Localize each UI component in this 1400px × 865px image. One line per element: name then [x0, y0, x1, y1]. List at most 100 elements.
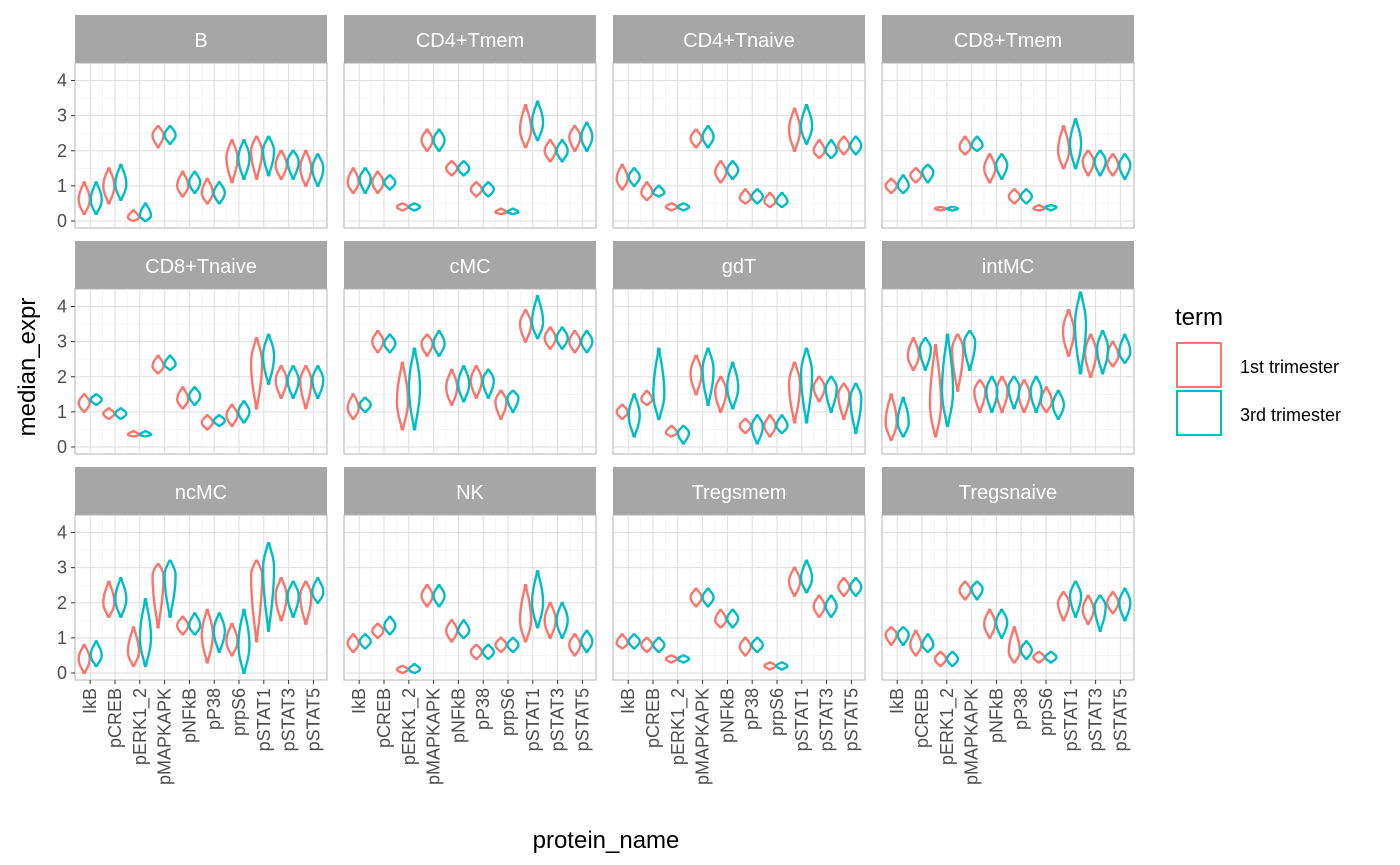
- violin-3rd-prps6: [237, 400, 251, 424]
- facet-strip: [344, 467, 596, 515]
- violin-1st-ikb: [346, 393, 360, 421]
- violin-3rd-prps6: [1044, 650, 1058, 664]
- violin-1st-pcreb: [102, 580, 116, 619]
- violin-1st-pmapkapk: [151, 124, 165, 149]
- facet-b: B 0 1 2 3 4: [57, 15, 328, 231]
- violin-1st-prps6: [225, 403, 239, 428]
- violin-1st-pstat5: [568, 329, 582, 354]
- facet-strip: [882, 15, 1134, 63]
- violin-3rd-pmapkapk: [432, 329, 446, 357]
- violin-1st-pstat1: [1039, 386, 1054, 414]
- violin-3rd-prps6: [506, 389, 520, 414]
- x-tick-label-perk1-2: pERK1_2: [668, 688, 689, 765]
- y-tick-label: 3: [57, 332, 67, 352]
- facet-cd4-tnaive: CD4+Tnaive: [612, 15, 866, 229]
- violin-1st-pnfkb: [973, 379, 987, 414]
- violin-3rd-pcreb: [652, 184, 666, 198]
- violin-1st-pstat3: [274, 365, 288, 400]
- violin-1st-pmapkapk: [151, 562, 165, 629]
- violin-1st-pstat1: [249, 135, 264, 181]
- violin-1st-pstat3: [1061, 308, 1076, 357]
- legend-key-3rd-trimester: [1176, 390, 1222, 436]
- panel-background: [881, 62, 1135, 229]
- violin-1st-ikb: [346, 633, 360, 654]
- violin-3rd-pstat3: [1093, 594, 1107, 633]
- violin-3rd-pstat5: [1118, 153, 1132, 181]
- violin-1st-pstat3: [543, 601, 557, 640]
- violin-1st-pp38: [469, 181, 484, 198]
- violin-1st-pnfkb: [444, 368, 459, 407]
- violin-3rd-prps6: [237, 608, 251, 675]
- x-tick-label-pcreb: pCREB: [912, 688, 932, 748]
- panel-background: [74, 62, 328, 229]
- violin-1st-pstat3: [543, 326, 557, 350]
- violin-1st-pmapkapk: [420, 584, 434, 608]
- facet-ncmc: ncMC 0 1 2 3 4: [57, 467, 328, 683]
- y-tick-label: 2: [57, 593, 67, 613]
- x-tick-labels: IkB pCREB pERK1_2 pMAPKAPK pNFkB pP38 prpS6 pST…: [80, 680, 1130, 785]
- facet-strip-label: CD4+Tmem: [416, 30, 524, 52]
- violin-3rd-pstat5: [311, 365, 325, 400]
- violin-1st-pp38: [200, 177, 215, 205]
- violin-3rd-pnfkb: [725, 608, 740, 629]
- violin-3rd-pp38: [750, 414, 764, 445]
- facet-strip-label: ncMC: [175, 482, 227, 504]
- violin-1st-pstat1: [249, 559, 264, 643]
- violin-1st-pmapkapk: [951, 333, 965, 393]
- violin-3rd-pnfkb: [456, 160, 471, 177]
- x-tick-label-pmapkapk: pMAPKAPK: [155, 688, 175, 785]
- facet-strip: [613, 467, 865, 515]
- violin-1st-prps6: [1032, 650, 1046, 664]
- violin-1st-pmapkapk: [420, 333, 434, 357]
- facet-strip: [344, 241, 596, 289]
- violin-3rd-pstat5: [580, 121, 594, 152]
- violin-1st-pmapkapk: [689, 128, 703, 149]
- facet-gdt: gdT: [612, 241, 866, 455]
- violin-3rd-prps6: [237, 139, 251, 181]
- x-tick-label-prps6: prpS6: [229, 688, 249, 736]
- y-tick-label: 0: [57, 663, 67, 683]
- violin-3rd-pnfkb: [187, 170, 202, 195]
- violin-3rd-pmapkapk: [701, 587, 715, 608]
- violin-1st-pstat5: [837, 135, 851, 156]
- x-tick-label-pnfkb: pNFkB: [986, 688, 1006, 743]
- violin-3rd-pmapkapk: [432, 584, 446, 608]
- violin-1st-prps6: [494, 636, 508, 654]
- violin-3rd-pstat1: [530, 100, 545, 142]
- violin-1st-pstat3: [812, 594, 826, 619]
- violin-3rd-pstat3: [286, 149, 300, 181]
- x-tick-label-pmapkapk: pMAPKAPK: [693, 688, 713, 785]
- violin-3rd-perk1-2: [940, 333, 955, 428]
- violin-1st-pcreb: [906, 336, 921, 371]
- legend-key-1st-trimester: [1176, 342, 1222, 388]
- violin-1st-pstat1: [249, 336, 264, 410]
- violin-3rd-pstat5: [849, 576, 863, 597]
- violin-3rd-pstat1: [530, 569, 545, 629]
- x-tick-label-ikb: IkB: [887, 688, 907, 714]
- facet-strip-label: cMC: [449, 256, 490, 278]
- violin-3rd-pcreb: [652, 636, 666, 654]
- violin-3rd-pstat3: [824, 375, 838, 414]
- violin-1st-pmapkapk: [958, 135, 972, 156]
- y-tick-label: 0: [57, 211, 67, 231]
- violin-3rd-pmapkapk: [701, 124, 715, 149]
- violin-1st-prps6: [225, 139, 239, 184]
- violin-1st-pnfkb: [713, 160, 728, 184]
- violin-1st-pstat3: [274, 149, 288, 181]
- violin-3rd-prps6: [1029, 375, 1043, 414]
- x-tick-label-pcreb: pCREB: [643, 688, 663, 748]
- facet-cmc: cMC: [343, 241, 597, 455]
- violin-3rd-perk1-2: [407, 347, 422, 431]
- violin-1st-pp38: [738, 636, 753, 657]
- violin-3rd-pstat1: [799, 347, 814, 424]
- x-tick-label-ikb: IkB: [349, 688, 369, 714]
- y-tick-label: 1: [57, 176, 67, 196]
- violin-3rd-pstat3: [286, 365, 300, 400]
- violin-1st-pmapkapk: [151, 354, 165, 375]
- facet-strip-label: NK: [456, 482, 484, 504]
- x-tick-label-pcreb: pCREB: [374, 688, 394, 748]
- violin-3rd-pstat1: [1068, 580, 1083, 619]
- violin-1st-pcreb: [640, 389, 654, 407]
- violin-1st-pcreb: [640, 636, 654, 654]
- facet-cd8-tnaive: CD8+Tnaive 0 1 2 3 4: [57, 241, 328, 457]
